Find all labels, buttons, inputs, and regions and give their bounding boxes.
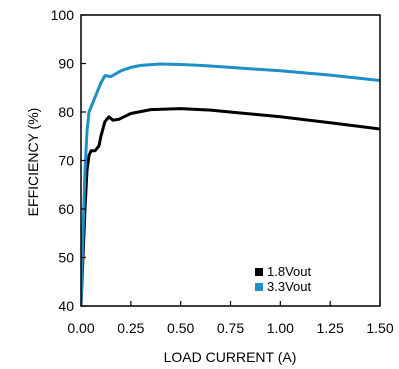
x-axis-label: LOAD CURRENT (A) <box>164 349 297 365</box>
x-tick-label: 0.00 <box>67 320 94 336</box>
series-line-1.8Vout <box>81 107 380 306</box>
legend-swatch-1.8Vout <box>255 268 263 276</box>
x-tick-label: 1.25 <box>317 320 344 336</box>
y-axis-label: EFFICIENCY (%) <box>25 108 41 217</box>
x-tick-label: 0.75 <box>217 320 244 336</box>
y-tick-label: 40 <box>58 298 74 314</box>
x-tick-label: 1.50 <box>366 320 393 336</box>
y-tick-label: 50 <box>58 250 74 266</box>
y-tick-label: 100 <box>51 7 75 23</box>
plot-frame <box>80 14 381 307</box>
y-tick-label: 80 <box>58 104 74 120</box>
legend-swatch-3.3Vout <box>255 283 263 291</box>
series-line-3.3Vout <box>81 62 380 306</box>
plot-area: 0.00 0.25 0.50 0.75 1.00 1.25 1.50 40 50 60 70 80 90… <box>51 7 394 336</box>
x-tick-label: 0.50 <box>167 320 194 336</box>
y-tick-label: 60 <box>58 201 74 217</box>
y-tick-label: 90 <box>58 56 74 72</box>
x-tick-label: 0.25 <box>117 320 144 336</box>
y-tick-label: 70 <box>58 153 74 169</box>
legend-label-1.8Vout: 1.8Vout <box>267 264 311 279</box>
legend-label-3.3Vout: 3.3Vout <box>267 279 311 294</box>
x-tick-label: 1.00 <box>267 320 294 336</box>
